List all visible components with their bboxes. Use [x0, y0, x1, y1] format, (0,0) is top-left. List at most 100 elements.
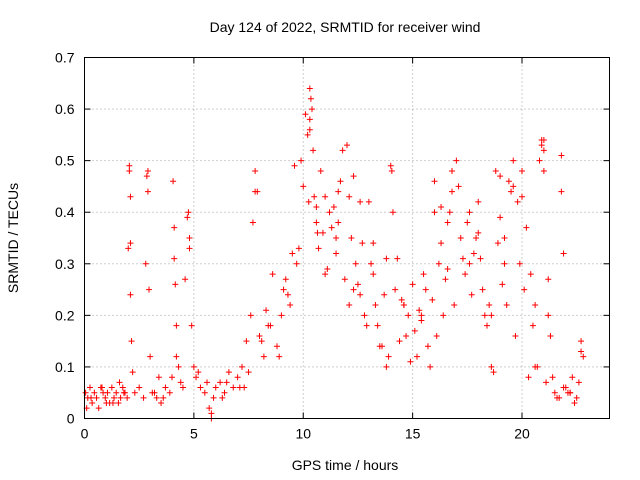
data-point — [392, 286, 399, 293]
data-point — [314, 229, 321, 236]
data-point — [433, 332, 440, 339]
data-point — [173, 353, 180, 360]
data-point — [475, 198, 482, 205]
data-point — [435, 260, 442, 267]
data-point — [354, 281, 361, 288]
data-point — [131, 389, 138, 396]
data-point — [363, 322, 370, 329]
x-tick-label: 20 — [514, 426, 530, 442]
data-point — [573, 394, 580, 401]
data-point — [444, 219, 451, 226]
y-axis-label: SRMTID / TECUs — [5, 183, 21, 293]
data-point — [488, 312, 495, 319]
data-point — [306, 126, 313, 133]
data-point — [510, 183, 517, 190]
data-point — [431, 209, 438, 216]
data-point — [389, 209, 396, 216]
data-point — [82, 389, 89, 396]
data-point — [241, 384, 248, 391]
data-point — [370, 271, 377, 278]
data-point — [503, 302, 510, 309]
data-point — [470, 250, 477, 257]
data-point — [298, 157, 305, 164]
x-tick-label: 5 — [190, 426, 198, 442]
data-point — [400, 302, 407, 309]
data-point — [311, 193, 318, 200]
data-point — [170, 178, 177, 185]
data-point — [543, 379, 550, 386]
data-point — [512, 332, 519, 339]
data-point — [124, 394, 131, 401]
data-point — [195, 369, 202, 376]
data-point — [346, 302, 353, 309]
data-point — [127, 193, 134, 200]
data-point — [527, 271, 534, 278]
data-point — [263, 307, 270, 314]
y-tick-label: 0.7 — [55, 50, 75, 66]
chart-title: Day 124 of 2022, SRMTID for receiver win… — [210, 19, 481, 35]
data-point — [420, 271, 427, 278]
data-point — [158, 400, 165, 407]
data-point — [427, 363, 434, 370]
data-point — [429, 296, 436, 303]
data-point — [302, 111, 309, 118]
y-tick-label: 0.6 — [55, 101, 75, 117]
data-point — [208, 410, 215, 417]
data-point — [516, 260, 523, 267]
data-point — [438, 240, 445, 247]
data-point — [519, 167, 525, 174]
data-point — [538, 137, 545, 144]
data-point — [468, 291, 475, 298]
data-point — [186, 245, 193, 252]
data-point — [344, 142, 350, 149]
data-point — [418, 317, 425, 324]
data-point — [144, 188, 151, 195]
y-tick-label: 0.2 — [55, 307, 75, 323]
data-point — [269, 271, 276, 278]
data-point — [223, 379, 230, 386]
data-point — [108, 384, 115, 391]
y-tick-label: 0.3 — [55, 256, 75, 272]
axis-ticks: 0 5 10 15 20 0 0.1 0.2 0.3 0.4 0.5 0.6 0.7 — [55, 50, 610, 442]
plot-frame — [84, 57, 610, 419]
data-point — [407, 358, 414, 365]
data-point — [569, 374, 576, 381]
data-point — [93, 394, 100, 401]
data-point — [549, 374, 556, 381]
data-point — [258, 338, 265, 345]
data-point — [326, 209, 333, 216]
data-point — [440, 312, 447, 319]
data-point — [387, 162, 394, 169]
data-point — [160, 394, 167, 401]
data-point — [89, 400, 96, 407]
data-point — [317, 167, 324, 174]
data-point — [171, 255, 178, 262]
data-point — [385, 353, 392, 360]
data-point — [113, 389, 120, 396]
data-point — [451, 302, 458, 309]
data-point — [274, 343, 280, 350]
data-point — [86, 384, 93, 391]
data-point — [497, 214, 504, 221]
data-point — [212, 384, 219, 391]
data-point — [486, 302, 493, 309]
data-point — [521, 286, 528, 293]
data-point — [578, 348, 585, 355]
data-point — [370, 240, 377, 247]
data-point — [289, 250, 296, 257]
data-point — [184, 214, 191, 221]
data-point — [188, 322, 195, 329]
data-point — [186, 235, 193, 241]
data-point — [411, 327, 418, 334]
data-point — [558, 188, 565, 195]
data-point — [339, 147, 346, 154]
data-point — [287, 302, 294, 309]
data-point — [424, 343, 431, 350]
data-point — [346, 193, 353, 200]
data-point — [350, 173, 357, 180]
data-point — [418, 312, 425, 319]
data-point — [357, 198, 364, 205]
data-point — [142, 260, 149, 267]
data-point — [115, 400, 122, 407]
y-tick-label: 0.4 — [55, 204, 75, 220]
